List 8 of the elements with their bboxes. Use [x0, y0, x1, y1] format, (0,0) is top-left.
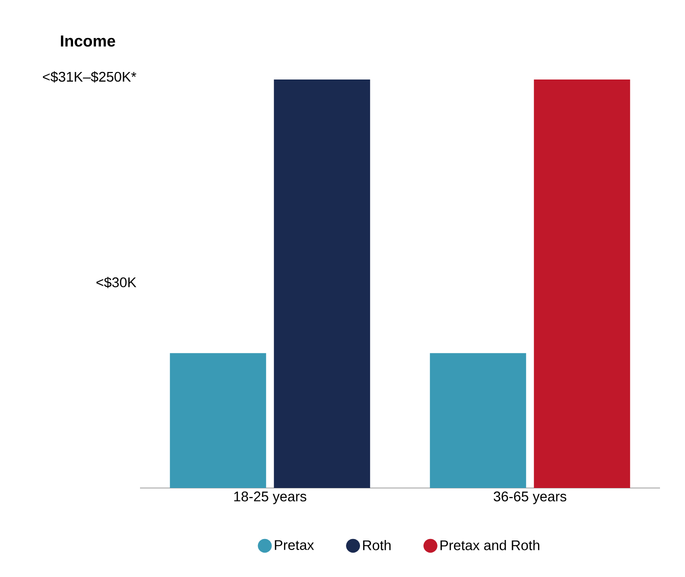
text: <$31K–$250K* [42, 71, 136, 83]
legend-label: Roth [363, 540, 391, 550]
legend-label: Pretax and Roth [440, 540, 540, 550]
legend-label: Pretax [274, 540, 314, 550]
x-tick-label: 36-65 years [494, 492, 566, 504]
x-tick-label: 18-25 years [234, 492, 306, 504]
text: <$30K [96, 276, 136, 288]
y-axis-title: Income [60, 36, 116, 47]
